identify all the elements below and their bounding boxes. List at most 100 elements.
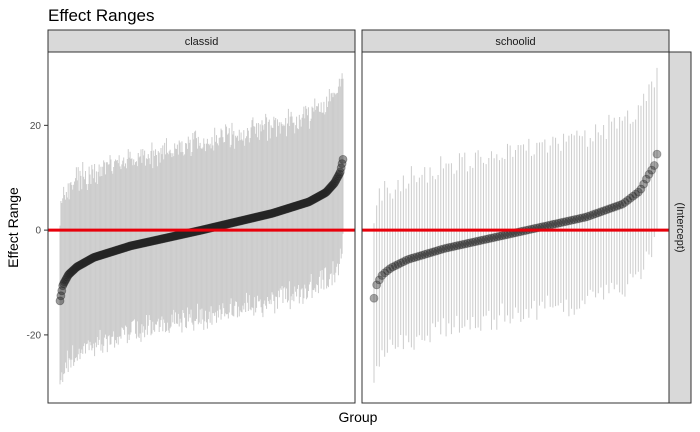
estimate-point (377, 271, 387, 280)
estimate-point (141, 238, 150, 247)
estimate-point (253, 212, 262, 222)
estimate-point (309, 194, 319, 204)
estimate-point (107, 247, 117, 257)
estimate-point (460, 239, 470, 249)
estimate-point (255, 211, 265, 221)
estimate-point (326, 182, 336, 192)
estimate-point (561, 217, 571, 226)
estimate-point (304, 197, 313, 207)
estimate-point (317, 190, 327, 199)
strip-label-schoolid: schoolid (495, 36, 535, 48)
estimate-point (126, 241, 136, 251)
estimate-point (235, 216, 245, 226)
estimate-point (591, 209, 600, 219)
estimate-point (374, 275, 384, 285)
estimate-point (636, 184, 646, 194)
estimate-point (476, 236, 486, 245)
estimate-point (223, 219, 232, 229)
estimate-point (154, 235, 164, 244)
estimate-point (221, 220, 231, 229)
estimate-point (647, 165, 657, 175)
estimate-point (420, 250, 430, 259)
estimate-point (87, 254, 97, 263)
estimate-point (249, 213, 259, 223)
estimate-point (265, 209, 275, 219)
estimate-point (270, 208, 280, 217)
estimate-point (284, 203, 294, 213)
estimate-point (168, 232, 178, 241)
estimate-point (239, 215, 249, 225)
estimate-point (259, 210, 269, 220)
estimate-point (274, 206, 284, 216)
estimate-point (306, 196, 316, 206)
estimate-point (287, 202, 297, 212)
estimate-point (57, 286, 67, 296)
estimate-point (62, 272, 72, 282)
estimate-point (334, 171, 343, 181)
estimate-point (398, 257, 408, 267)
estimate-point (271, 207, 281, 217)
estimate-point (257, 211, 267, 221)
estimate-point (333, 172, 342, 182)
estimate-point (83, 256, 93, 265)
estimate-point (165, 232, 175, 242)
estimate-point (98, 250, 108, 260)
estimate-point (268, 208, 278, 218)
estimate-point (311, 193, 321, 203)
estimate-point (125, 241, 135, 251)
estimate-point (143, 237, 153, 247)
estimate-point (157, 234, 167, 244)
estimate-point (146, 236, 156, 246)
x-axis-title: Group (339, 409, 378, 425)
estimate-point (114, 245, 124, 254)
estimate-point (288, 202, 298, 212)
estimate-point (69, 265, 79, 275)
estimate-point (300, 198, 310, 208)
estimate-point (142, 237, 152, 247)
y-axis: -20 0 20 (27, 121, 48, 341)
estimate-point (312, 193, 322, 203)
estimate-point (282, 204, 291, 214)
estimate-point (447, 242, 456, 252)
estimate-point (124, 241, 134, 251)
panel-schoolid: schoolid (361, 29, 670, 404)
estimate-point (132, 239, 142, 249)
estimate-point (79, 258, 89, 268)
estimate-point (280, 205, 290, 214)
estimate-point (135, 239, 145, 249)
estimate-point (233, 216, 243, 226)
estimate-point (153, 235, 163, 245)
estimate-point (277, 205, 287, 215)
strip-label-classid: classid (185, 36, 219, 48)
estimate-point (109, 246, 119, 256)
estimate-point (276, 206, 286, 215)
estimate-point (150, 236, 160, 245)
estimate-point (248, 213, 258, 223)
estimate-point (425, 248, 435, 258)
estimate-point (243, 214, 253, 224)
estimate-point (95, 251, 105, 260)
estimate-point (396, 258, 406, 268)
estimate-point (233, 217, 242, 227)
estimate-point (92, 251, 102, 261)
estimate-point (607, 203, 617, 213)
estimate-point (128, 240, 138, 250)
estimate-point (304, 197, 314, 207)
estimate-point (484, 234, 494, 244)
estimate-point (106, 247, 116, 257)
estimate-point (222, 219, 231, 229)
estimate-point (160, 233, 170, 243)
estimate-point (465, 238, 475, 248)
estimate-point (101, 249, 110, 259)
estimate-point (225, 218, 235, 228)
estimate-point (297, 199, 307, 209)
estimate-point (572, 214, 582, 224)
estimate-point (133, 239, 143, 249)
estimate-point (313, 192, 322, 202)
estimate-point (580, 212, 590, 222)
estimate-point (422, 249, 432, 259)
estimate-point (261, 210, 271, 220)
estimate-point (393, 259, 403, 269)
estimate-point (155, 234, 165, 244)
estimate-point (102, 248, 112, 258)
